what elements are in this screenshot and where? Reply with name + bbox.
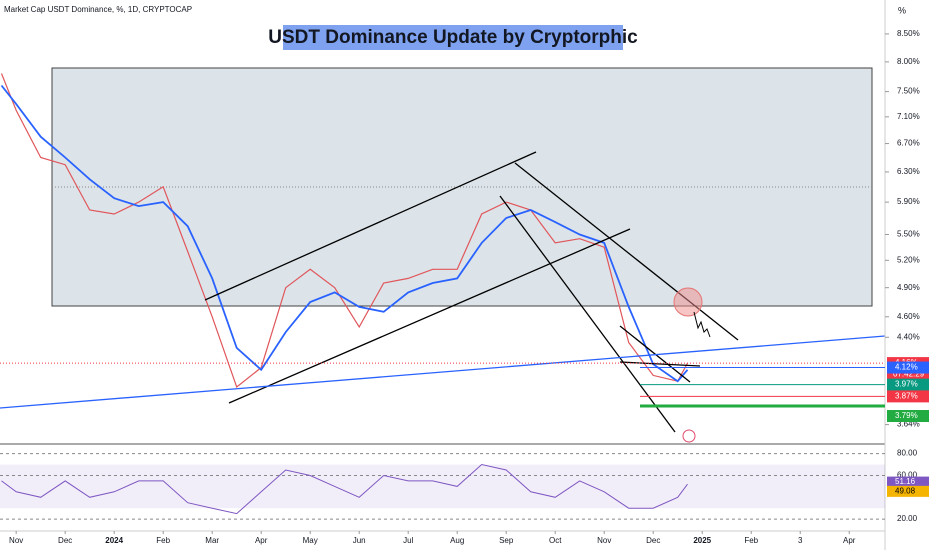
x-tick-label: Mar bbox=[205, 536, 219, 545]
x-tick-label: Feb bbox=[744, 536, 758, 545]
rsi-label: 49.08 bbox=[895, 486, 916, 495]
projection-path bbox=[693, 311, 711, 338]
x-tick-label: Apr bbox=[255, 536, 268, 545]
x-tick-label: Apr bbox=[843, 536, 856, 545]
x-tick-label: 2025 bbox=[693, 536, 711, 545]
trendlines bbox=[204, 151, 739, 433]
y-tick-label: 6.30% bbox=[897, 167, 920, 176]
price-label: 3.97% bbox=[895, 380, 918, 389]
y-tick-label: 4.60% bbox=[897, 312, 920, 321]
x-tick-label: 3 bbox=[798, 536, 803, 545]
unit-header: % bbox=[898, 5, 906, 15]
y-tick-label: 8.00% bbox=[897, 57, 920, 66]
rsi-tick-label: 60.00 bbox=[897, 471, 918, 480]
chart-title: Market Cap USDT Dominance, %, 1D, CRYPTO… bbox=[4, 5, 192, 14]
x-tick-label: Jul bbox=[403, 536, 413, 545]
range-box bbox=[51, 67, 873, 307]
y-tick-label: 3.64% bbox=[897, 420, 920, 429]
highlight-circle bbox=[673, 287, 703, 317]
support-trendline bbox=[0, 335, 886, 409]
x-tick-label: Feb bbox=[156, 536, 170, 545]
banner-bg bbox=[283, 25, 623, 50]
y-tick-label: 6.70% bbox=[897, 139, 920, 148]
price-label: 3.79% bbox=[895, 411, 918, 420]
moving-average-line bbox=[0, 84, 689, 383]
price-label-bg bbox=[887, 410, 929, 423]
y-tick-label: 4.40% bbox=[897, 332, 920, 341]
rsi-tick-label: 80.00 bbox=[897, 449, 918, 458]
rsi-tick-label: 20.00 bbox=[897, 514, 918, 523]
x-tick-label: 2024 bbox=[105, 536, 123, 545]
y-tick-label: 5.50% bbox=[897, 230, 920, 239]
price-label-bg bbox=[887, 378, 929, 391]
y-tick-label: 7.50% bbox=[897, 87, 920, 96]
y-tick-label: 5.20% bbox=[897, 255, 920, 264]
rsi-label-bg bbox=[887, 476, 929, 488]
x-tick-label: May bbox=[303, 536, 318, 545]
countdown: 07:42:29 bbox=[893, 370, 925, 379]
x-tick-label: Sep bbox=[499, 536, 514, 545]
price-label: 4.12% bbox=[895, 363, 918, 372]
countdown-bg bbox=[887, 369, 929, 381]
x-tick-label: Nov bbox=[597, 536, 611, 545]
price-line bbox=[0, 73, 689, 388]
x-tick-label: Nov bbox=[9, 536, 23, 545]
main-pane bbox=[0, 73, 689, 388]
price-label: 3.87% bbox=[895, 391, 918, 400]
y-tick-label: 4.90% bbox=[897, 283, 920, 292]
event-icon bbox=[682, 429, 696, 443]
rsi-band bbox=[0, 464, 885, 509]
rsi-line bbox=[1, 463, 688, 515]
x-tick-label: Oct bbox=[549, 536, 562, 545]
banner: USDT Dominance Update by Cryptorphic bbox=[268, 27, 638, 48]
price-label-bg bbox=[887, 361, 929, 374]
y-tick-label: 8.50% bbox=[897, 29, 920, 38]
x-tick-label: Jun bbox=[353, 536, 366, 545]
x-tick-label: Aug bbox=[450, 536, 464, 545]
rsi-label-bg bbox=[887, 485, 929, 497]
y-tick-label: 5.90% bbox=[897, 197, 920, 206]
rsi-label: 51.16 bbox=[895, 477, 916, 486]
x-tick-label: Dec bbox=[646, 536, 660, 545]
price-label-bg bbox=[887, 390, 929, 403]
y-tick-label: 7.10% bbox=[897, 112, 920, 121]
x-tick-label: Dec bbox=[58, 536, 72, 545]
